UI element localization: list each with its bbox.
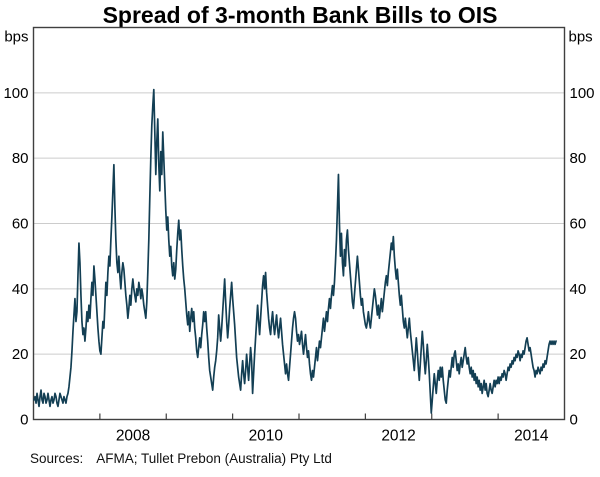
y-axis-label-left: 0 xyxy=(20,412,28,429)
y-axis-label-right: 100 xyxy=(570,85,595,102)
y-unit-right: bps xyxy=(569,29,593,46)
y-axis-label-right: 80 xyxy=(570,150,587,167)
y-axis-label-left: 100 xyxy=(3,85,28,102)
x-axis-label: 2010 xyxy=(249,428,284,445)
source-label: Sources: xyxy=(30,451,84,466)
x-axis-label: 2012 xyxy=(381,428,415,445)
y-axis-label-right: 20 xyxy=(570,346,587,363)
y-axis-label-right: 40 xyxy=(570,281,587,298)
x-axis-label: 2008 xyxy=(116,428,150,445)
y-unit-left: bps xyxy=(4,29,28,46)
y-axis-label-right: 0 xyxy=(570,412,578,429)
y-axis-label-left: 60 xyxy=(12,216,29,233)
y-axis-label-left: 80 xyxy=(12,150,29,167)
chart-title: Spread of 3-month Bank Bills to OIS xyxy=(102,2,498,28)
spread-line xyxy=(33,88,557,414)
y-axis-label-left: 40 xyxy=(12,281,29,298)
source-text: AFMA; Tullet Prebon (Australia) Pty Ltd xyxy=(96,451,332,466)
y-axis-label-right: 60 xyxy=(570,216,587,233)
x-axis-label: 2014 xyxy=(514,428,549,445)
y-axis-label-left: 20 xyxy=(12,346,29,363)
source-note: Sources: AFMA; Tullet Prebon (Australia) … xyxy=(30,451,332,466)
